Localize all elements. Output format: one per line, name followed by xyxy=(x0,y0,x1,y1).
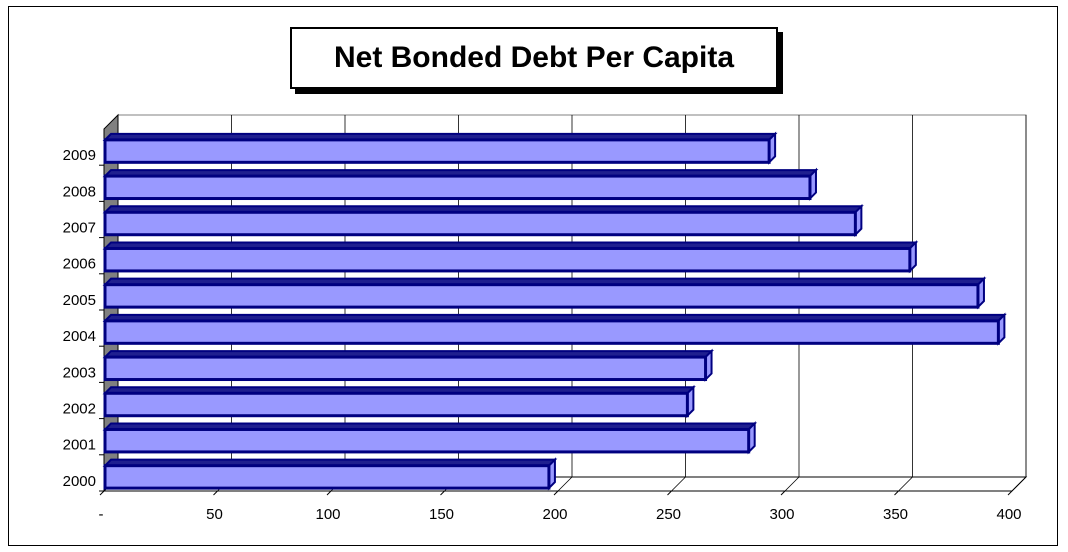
bar xyxy=(102,240,919,274)
x-tick-label: - xyxy=(99,506,104,523)
y-tick-label: 2006 xyxy=(63,256,96,273)
x-tick-mark xyxy=(894,490,899,496)
bar-face xyxy=(103,391,689,418)
chart-title: Net Bonded Debt Per Capita xyxy=(333,41,735,74)
x-tick-label: 150 xyxy=(429,506,454,523)
bar-face xyxy=(103,427,751,454)
floor-grid-line xyxy=(557,476,573,492)
bar xyxy=(102,167,819,201)
bar-face xyxy=(103,174,812,201)
x-tick-mark xyxy=(326,490,332,496)
y-tick-label: 2003 xyxy=(63,364,96,381)
floor-grid-line xyxy=(898,476,913,492)
bar xyxy=(102,348,714,382)
x-tick-mark xyxy=(553,490,559,496)
y-tick-label: 2001 xyxy=(63,437,96,454)
floor-grid-line xyxy=(671,476,686,492)
y-tick-label: 2004 xyxy=(63,328,96,345)
x-tick-mark xyxy=(440,490,445,496)
x-tick-label: 50 xyxy=(206,506,223,523)
chart-title-box: Net Bonded Debt Per Capita xyxy=(290,27,778,89)
bar-face xyxy=(103,138,771,164)
y-tick-label: 2002 xyxy=(63,401,96,418)
y-tick-label: 2009 xyxy=(63,147,96,164)
floor-grid-line xyxy=(784,476,800,492)
x-tick-mark xyxy=(780,490,786,496)
bar-face xyxy=(103,355,708,382)
x-tick-mark xyxy=(213,490,218,496)
x-tick-label: 400 xyxy=(996,506,1021,523)
bar-face xyxy=(103,319,1000,345)
x-tick-label: 300 xyxy=(769,506,794,523)
y-tick-label: 2005 xyxy=(63,292,96,309)
bar xyxy=(102,384,696,419)
bar-face xyxy=(103,464,551,490)
bar xyxy=(102,203,864,238)
x-tick-mark xyxy=(1007,490,1013,496)
bar-face xyxy=(103,210,857,237)
bar xyxy=(102,131,778,165)
bar xyxy=(102,276,987,310)
x-tick-label: 200 xyxy=(542,506,567,523)
x-tick-label: 250 xyxy=(656,506,681,523)
x-tick-mark xyxy=(667,490,672,496)
y-tick-label: 2007 xyxy=(63,220,96,237)
bar xyxy=(102,421,758,455)
bar xyxy=(102,312,1007,346)
floor-grid-line xyxy=(1011,476,1027,492)
x-tick-label: 100 xyxy=(315,506,340,523)
y-tick-label: 2000 xyxy=(63,473,96,490)
x-tick-label: 350 xyxy=(883,506,908,523)
bar-face xyxy=(103,283,980,309)
y-tick-label: 2008 xyxy=(63,183,96,200)
bar-face xyxy=(103,246,912,273)
bar xyxy=(102,457,558,491)
x-tick-mark xyxy=(99,490,105,496)
